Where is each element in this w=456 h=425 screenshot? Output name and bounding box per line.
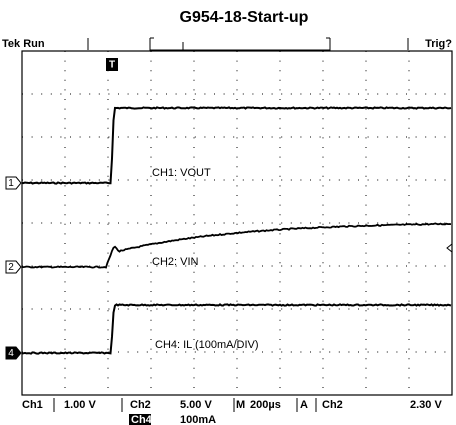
ch1-scale: 1.00 V: [64, 399, 96, 411]
ch1-marker: 1: [8, 178, 14, 189]
ch4-name-box: [129, 414, 151, 425]
ch1-marker-box: [5, 176, 22, 190]
ch4-scale: 100mA: [180, 414, 216, 425]
trigger-marker-box: [106, 58, 118, 71]
ch2-marker: 2: [8, 262, 14, 273]
trigger-marker: T: [109, 60, 115, 71]
ch2-marker-box: [5, 260, 22, 274]
screen-border: [21, 50, 453, 396]
ch2-name: Ch2: [130, 399, 151, 411]
ch4-name: Ch4: [131, 414, 153, 425]
ch2-scale: 5.00 V: [180, 399, 212, 411]
ch1-name: Ch1: [22, 399, 43, 411]
readout-separators: [53, 398, 317, 412]
ch4-marker: 4: [8, 348, 14, 359]
ch2-label: CH2: VIN: [152, 256, 199, 268]
trace-ch2: [21, 222, 452, 269]
trigger-level-marker: [446, 243, 453, 253]
time-scale: 200µs: [250, 399, 281, 411]
trig-mode: A: [300, 399, 308, 411]
status-bar-frame: [87, 37, 409, 51]
trace-ch4: [21, 303, 452, 355]
ch1-label: CH1: VOUT: [152, 167, 211, 179]
trig-source: Ch2: [322, 399, 343, 411]
ch4-marker-box: [5, 346, 22, 360]
trig-level: 2.30 V: [410, 399, 442, 411]
title: G954-18-Start-up: [180, 9, 309, 26]
status-right: Trig?: [425, 38, 452, 50]
status-left: Tek Run: [2, 38, 45, 50]
ch4-label: CH4: IL (100mA/DIV): [155, 339, 259, 351]
readout: Ch1 1.00 V Ch2 5.00 V M 200µs A Ch2 2.30…: [22, 399, 442, 425]
trace-ch1: [21, 106, 452, 185]
time-name: M: [236, 399, 245, 411]
